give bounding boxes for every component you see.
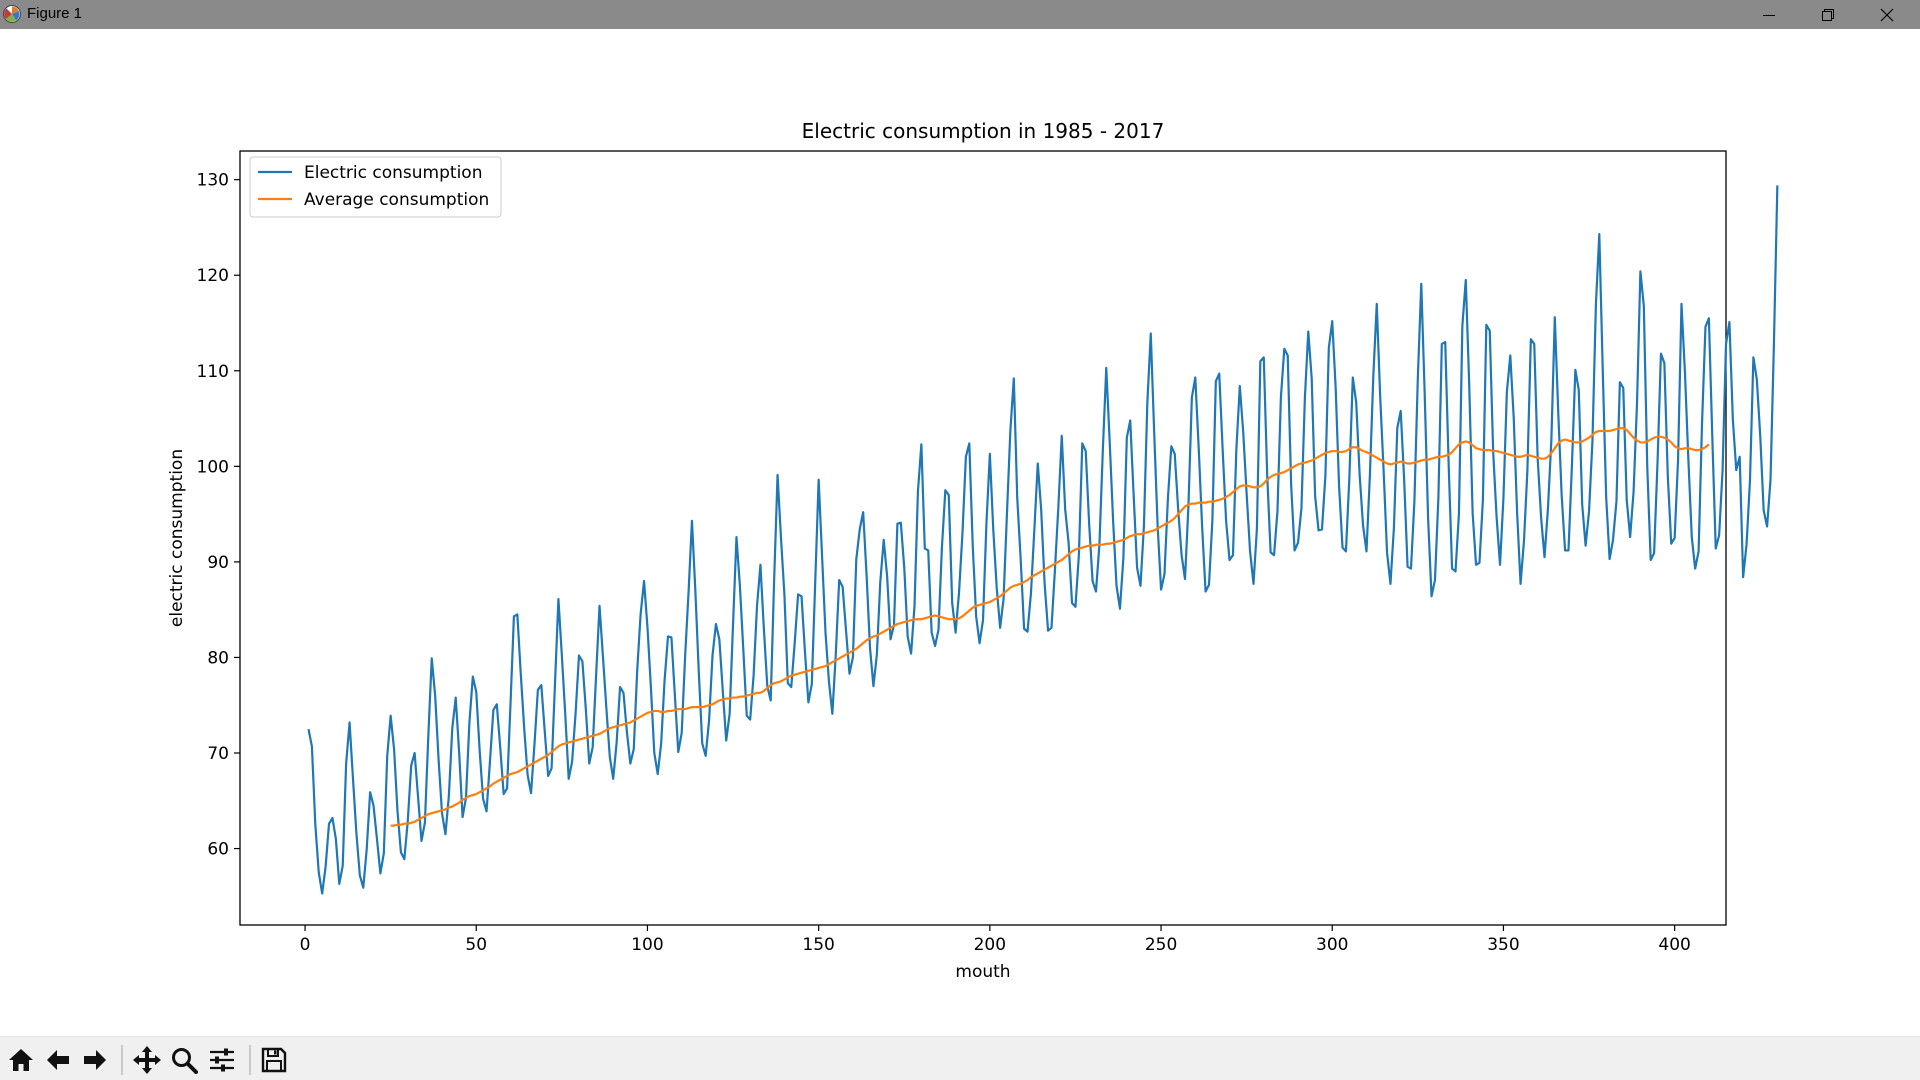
plot-frame	[239, 150, 1727, 926]
chart-title: Electric consumption in 1985 - 2017	[802, 119, 1165, 143]
toolbar-separator	[249, 1045, 251, 1075]
back-button[interactable]	[41, 1043, 75, 1077]
y-axis: 60 70 80 90 100 110 120 130	[197, 171, 240, 860]
navigation-toolbar	[0, 1036, 1920, 1080]
pan-button[interactable]	[130, 1043, 164, 1077]
restore-button[interactable]	[1799, 0, 1857, 29]
close-icon	[1880, 8, 1894, 21]
x-tick-label: 350	[1487, 935, 1519, 955]
forward-button[interactable]	[78, 1043, 112, 1077]
matplotlib-icon	[3, 5, 21, 23]
y-tick-label: 90	[207, 553, 229, 573]
chart: Electric consumption in 1985 - 2017 0 50 1…	[167, 119, 1779, 982]
y-tick-label: 60	[207, 840, 229, 860]
legend-box	[249, 156, 502, 218]
x-tick-label: 100	[631, 935, 663, 955]
configure-subplots-button[interactable]	[205, 1043, 239, 1077]
y-axis-label: electric consumption	[167, 449, 187, 627]
y-tick-label: 110	[197, 362, 229, 382]
y-tick-label: 120	[197, 266, 229, 286]
window-title: Figure 1	[27, 5, 83, 22]
x-tick-label: 150	[802, 935, 834, 955]
zoom-button[interactable]	[167, 1043, 201, 1077]
y-tick-label: 130	[197, 171, 229, 191]
move-icon	[133, 1046, 161, 1074]
restore-icon	[1822, 8, 1834, 21]
x-tick-label: 400	[1658, 935, 1690, 955]
legend-label-electric: Electric consumption	[304, 163, 482, 183]
sliders-icon	[210, 1048, 234, 1072]
series-lines	[307, 185, 1779, 895]
series-line-electric-consumption	[307, 185, 1779, 895]
legend-label-average: Average consumption	[304, 190, 489, 210]
save-button[interactable]	[257, 1043, 291, 1077]
minimize-icon	[1763, 14, 1775, 16]
y-tick-label: 70	[207, 744, 229, 764]
figure-canvas[interactable]: Electric consumption in 1985 - 2017 0 50 1…	[2, 29, 1918, 1036]
toolbar-separator	[121, 1045, 123, 1075]
x-tick-label: 50	[465, 935, 487, 955]
x-tick-label: 200	[974, 935, 1006, 955]
minimize-button[interactable]	[1740, 0, 1798, 29]
close-button[interactable]	[1858, 0, 1916, 29]
legend: Electric consumption Average consumption	[249, 156, 502, 218]
magnifier-icon	[172, 1048, 198, 1074]
x-axis: 0 50 100 150 200 250 300 350 400	[300, 925, 1691, 955]
series-line-average-consumption	[390, 427, 1710, 827]
y-tick-label: 100	[197, 457, 229, 477]
arrow-right-icon	[84, 1050, 106, 1070]
y-tick-label: 80	[207, 648, 229, 668]
x-tick-label: 300	[1316, 935, 1348, 955]
x-tick-label: 250	[1145, 935, 1177, 955]
arrow-left-icon	[47, 1050, 69, 1070]
x-tick-label: 0	[300, 935, 311, 955]
floppy-disk-icon	[261, 1047, 287, 1073]
home-button[interactable]	[4, 1043, 38, 1077]
window-titlebar: Figure 1	[0, 0, 1920, 29]
home-icon	[9, 1049, 33, 1071]
x-axis-label: mouth	[955, 962, 1010, 982]
